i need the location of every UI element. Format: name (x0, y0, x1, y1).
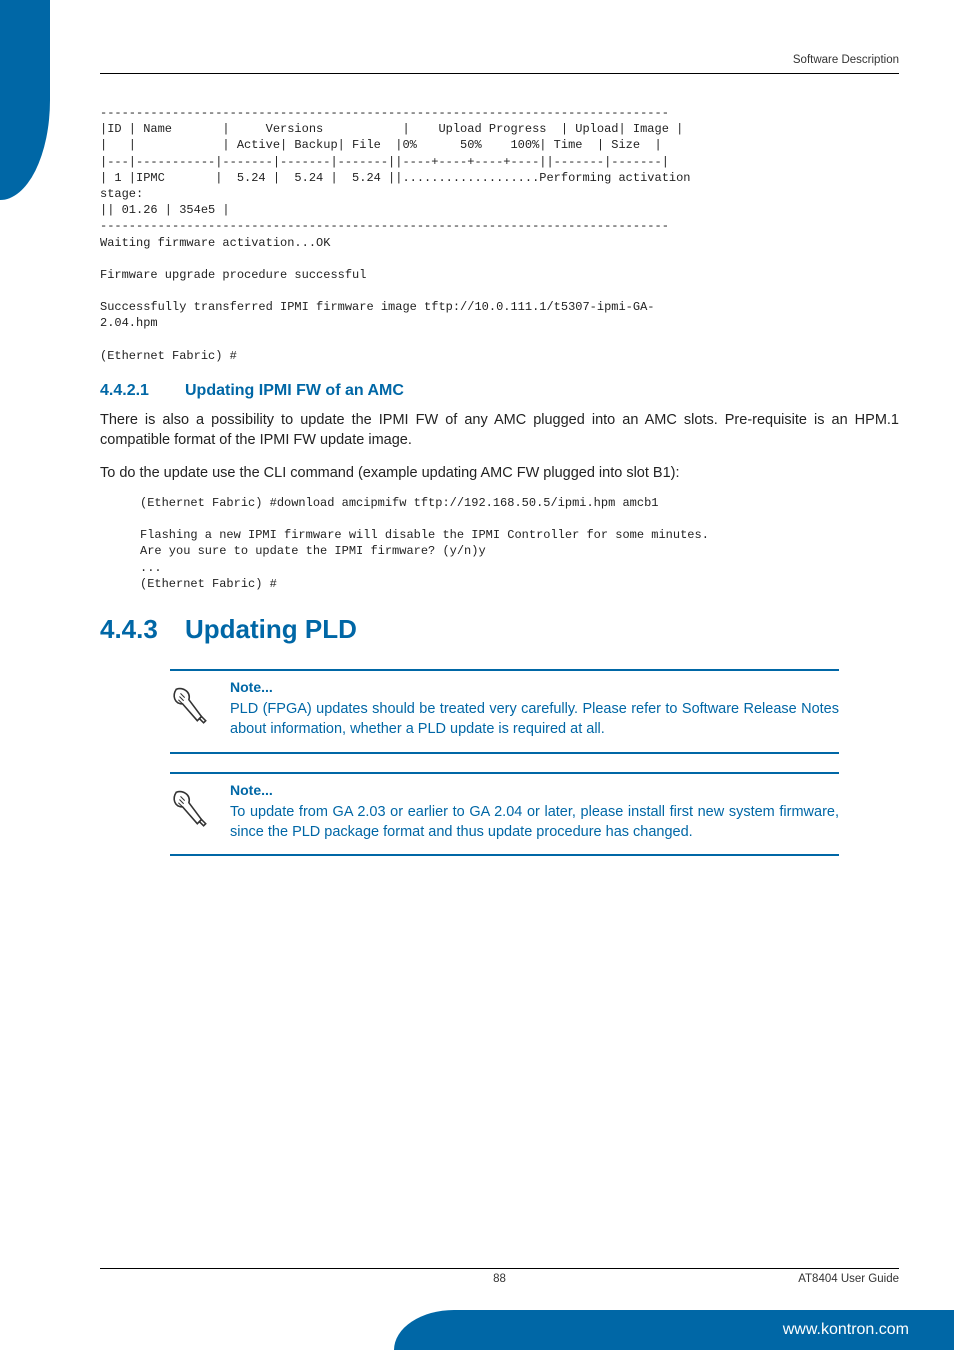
note-text: To update from GA 2.03 or earlier to GA … (230, 802, 839, 843)
footer: 88 AT8404 User Guide (100, 1268, 899, 1285)
footer-url: www.kontron.com (783, 1321, 909, 1339)
doc-title: AT8404 User Guide (798, 1273, 899, 1285)
note-title: Note... (230, 679, 839, 695)
terminal-output-2: (Ethernet Fabric) #download amcipmifw tf… (140, 495, 899, 592)
paragraph: To do the update use the CLI command (ex… (100, 463, 899, 483)
heading-4-4-2-1: 4.4.2.1Updating IPMI FW of an AMC (100, 382, 899, 400)
note-body: Note... To update from GA 2.03 or earlie… (230, 782, 839, 843)
note-icon (170, 685, 212, 727)
note-title: Note... (230, 782, 839, 798)
note-block: Note... To update from GA 2.03 or earlie… (170, 772, 839, 857)
heading-4-4-3: 4.4.3Updating PLD (100, 614, 899, 645)
note-block: Note... PLD (FPGA) updates should be tre… (170, 669, 839, 754)
sidebar-curve (0, 0, 50, 200)
heading-title: Updating PLD (185, 614, 357, 644)
note-text: PLD (FPGA) updates should be treated ver… (230, 699, 839, 740)
heading-title: Updating IPMI FW of an AMC (185, 382, 404, 399)
header-bar: Software Description (100, 50, 899, 74)
footer-banner: www.kontron.com (394, 1310, 954, 1350)
page-number: 88 (493, 1273, 506, 1285)
heading-number: 4.4.3 (100, 614, 185, 645)
header-section: Software Description (793, 54, 899, 66)
page-content: ----------------------------------------… (100, 105, 899, 856)
terminal-output-1: ----------------------------------------… (100, 105, 899, 364)
note-icon (170, 788, 212, 830)
heading-number: 4.4.2.1 (100, 382, 185, 400)
paragraph: There is also a possibility to update th… (100, 410, 899, 451)
note-body: Note... PLD (FPGA) updates should be tre… (230, 679, 839, 740)
